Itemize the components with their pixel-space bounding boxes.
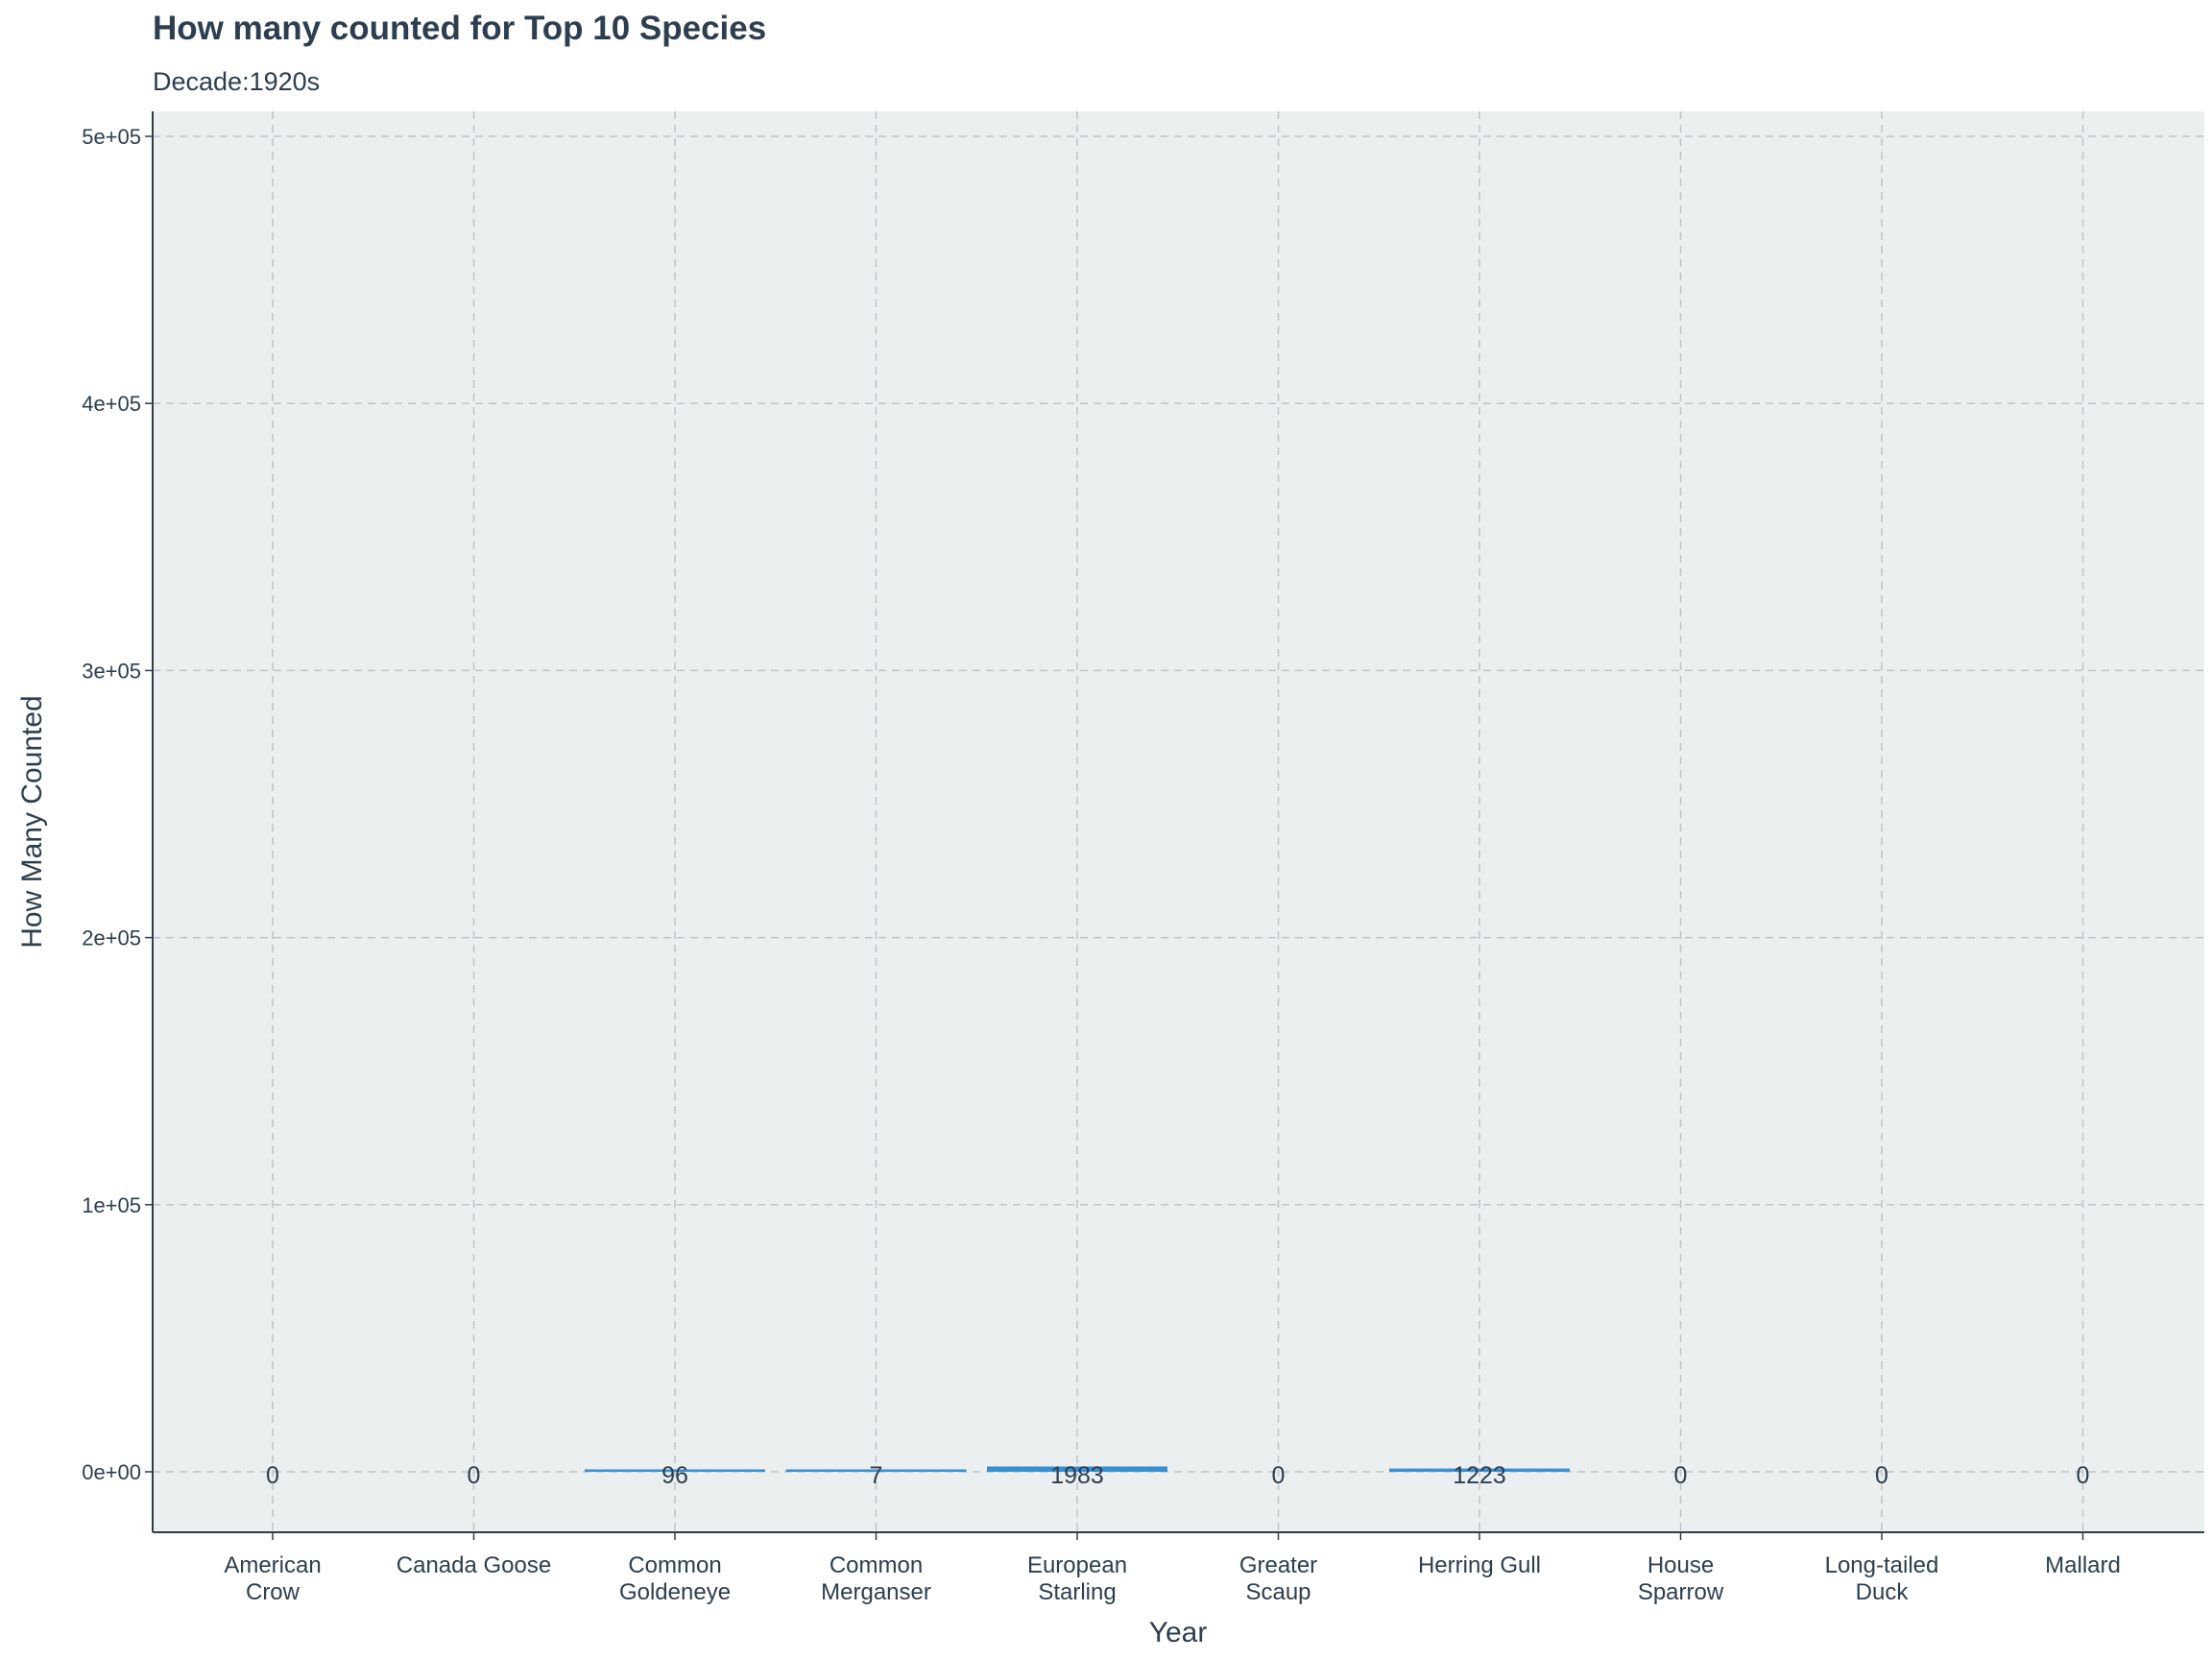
- y-tick-label: 2e+05: [82, 926, 141, 950]
- data-label: 7: [870, 1462, 883, 1489]
- bars: [585, 1466, 1570, 1472]
- chart-title: How many counted for Top 10 Species: [153, 10, 767, 47]
- data-label: 0: [2077, 1462, 2090, 1489]
- grid-lines: [153, 111, 2204, 1532]
- data-label: 1983: [1050, 1462, 1104, 1489]
- data-label: 96: [661, 1462, 688, 1489]
- x-tick-label: Mallard: [2045, 1552, 2121, 1578]
- y-tick-label: 3e+05: [82, 659, 141, 683]
- axes: 0e+00 1e+05 2e+05 3e+05 4e+05 5e+05 American Cr…: [82, 111, 2204, 1605]
- bar: [987, 1466, 1167, 1472]
- chart-subtitle: Decade:1920s: [153, 67, 321, 96]
- bar: [1389, 1468, 1570, 1472]
- y-axis-title: How Many Counted: [16, 695, 48, 948]
- data-label: 1223: [1453, 1462, 1506, 1489]
- bar: [785, 1469, 967, 1472]
- x-tick-label: Greater Scaup: [1239, 1552, 1317, 1605]
- y-tick-label: 1e+05: [82, 1193, 141, 1217]
- x-tick-label: European Starling: [1027, 1552, 1127, 1605]
- data-label: 0: [1674, 1462, 1688, 1489]
- x-tick-label: House Sparrow: [1638, 1552, 1724, 1605]
- data-label: 0: [468, 1462, 481, 1489]
- data-label: 0: [266, 1462, 279, 1489]
- x-tick-label: American Crow: [224, 1552, 321, 1605]
- x-tick-label: Long-tailed Duck: [1825, 1552, 1939, 1605]
- x-tick-label: Canada Goose: [397, 1552, 551, 1578]
- data-labels: 0 0 96 7 1983 0 1223 0 0 0: [266, 1462, 2089, 1489]
- y-tick-label: 4e+05: [82, 392, 141, 416]
- x-axis-title: Year: [1149, 1617, 1208, 1648]
- data-label: 0: [1272, 1462, 1286, 1489]
- data-label: 0: [1875, 1462, 1888, 1489]
- x-tick-label: Common Goldeneye: [619, 1552, 731, 1605]
- bar: [585, 1469, 765, 1472]
- x-tick-label: Common Merganser: [821, 1552, 931, 1605]
- y-tick-label: 5e+05: [82, 125, 141, 149]
- y-tick-label: 0e+00: [82, 1460, 141, 1484]
- plot-panel: [153, 111, 2204, 1532]
- x-tick-label: Herring Gull: [1418, 1552, 1541, 1578]
